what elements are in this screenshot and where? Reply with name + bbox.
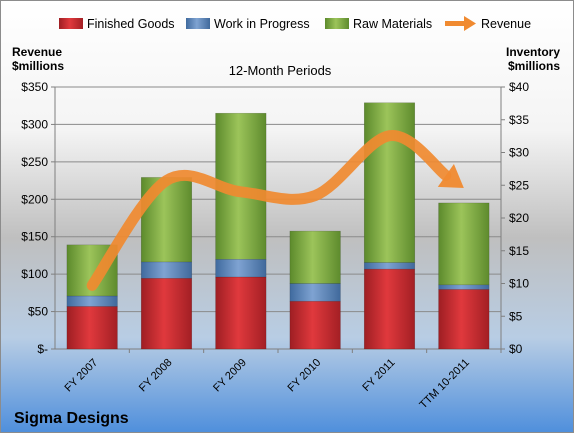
right-tick-label: $15 [509,244,529,258]
revenue-line [86,130,464,291]
right-tick-label: $25 [509,178,529,192]
bar-work-in-progress [140,261,193,279]
left-tick-label: $350 [21,80,48,94]
bar-raw-materials [438,202,490,286]
legend-swatch-finished-goods [59,18,83,29]
right-tick-label: $40 [509,80,529,94]
bar-finished-goods [438,289,490,350]
legend-label-raw-materials: Raw Materials [353,17,432,31]
bar-finished-goods [215,276,267,350]
left-tick-label: $200 [21,192,48,206]
legend: Finished Goods Work in Progress Raw Mate… [59,16,531,31]
bar-finished-goods [363,268,416,350]
left-tick-label: $- [37,342,48,356]
right-tick-label: $5 [509,309,523,323]
left-tick-label: $100 [21,267,48,281]
revenue-arrowhead [437,163,464,189]
revenue-line-path [86,130,452,291]
right-tick-label: $35 [509,113,529,127]
axes [51,86,505,353]
legend-item-finished-goods: Finished Goods [59,17,175,31]
bars [66,102,490,350]
legend-item-revenue: Revenue [445,16,531,31]
bar-raw-materials [289,230,341,284]
right-tick-label: $0 [509,342,523,356]
left-tick-label: $300 [21,117,48,131]
right-axis-title-line1: Inventory [506,45,560,59]
legend-label-work-in-progress: Work in Progress [214,17,310,31]
company-name: Sigma Designs [14,410,129,427]
right-tick-label: $20 [509,211,529,225]
legend-swatch-revenue-arrow [445,16,476,31]
bar-finished-goods [140,278,193,350]
chart-title: 12-Month Periods [229,63,332,78]
legend-label-finished-goods: Finished Goods [87,17,175,31]
bar-finished-goods [66,306,118,350]
legend-item-raw-materials: Raw Materials [325,17,432,31]
left-axis-title-line1: Revenue [12,45,62,59]
legend-item-work-in-progress: Work in Progress [186,17,310,31]
legend-swatch-raw-materials [325,18,349,29]
bar-work-in-progress [363,262,416,270]
legend-label-revenue: Revenue [481,17,531,31]
right-tick-label: $10 [509,277,529,291]
right-tick-label: $30 [509,146,529,160]
bar-work-in-progress [438,284,490,290]
bar-work-in-progress [215,259,267,278]
legend-swatch-work-in-progress [186,18,210,29]
left-tick-label: $50 [28,305,48,319]
left-tick-label: $250 [21,155,48,169]
left-tick-label: $150 [21,230,48,244]
bar-work-in-progress [289,283,341,302]
bar-finished-goods [289,300,341,350]
right-axis-title-line2: $millions [508,59,560,73]
left-axis-title-line2: $millions [12,59,64,73]
bar-raw-materials [363,102,416,263]
bar-work-in-progress [66,295,118,307]
